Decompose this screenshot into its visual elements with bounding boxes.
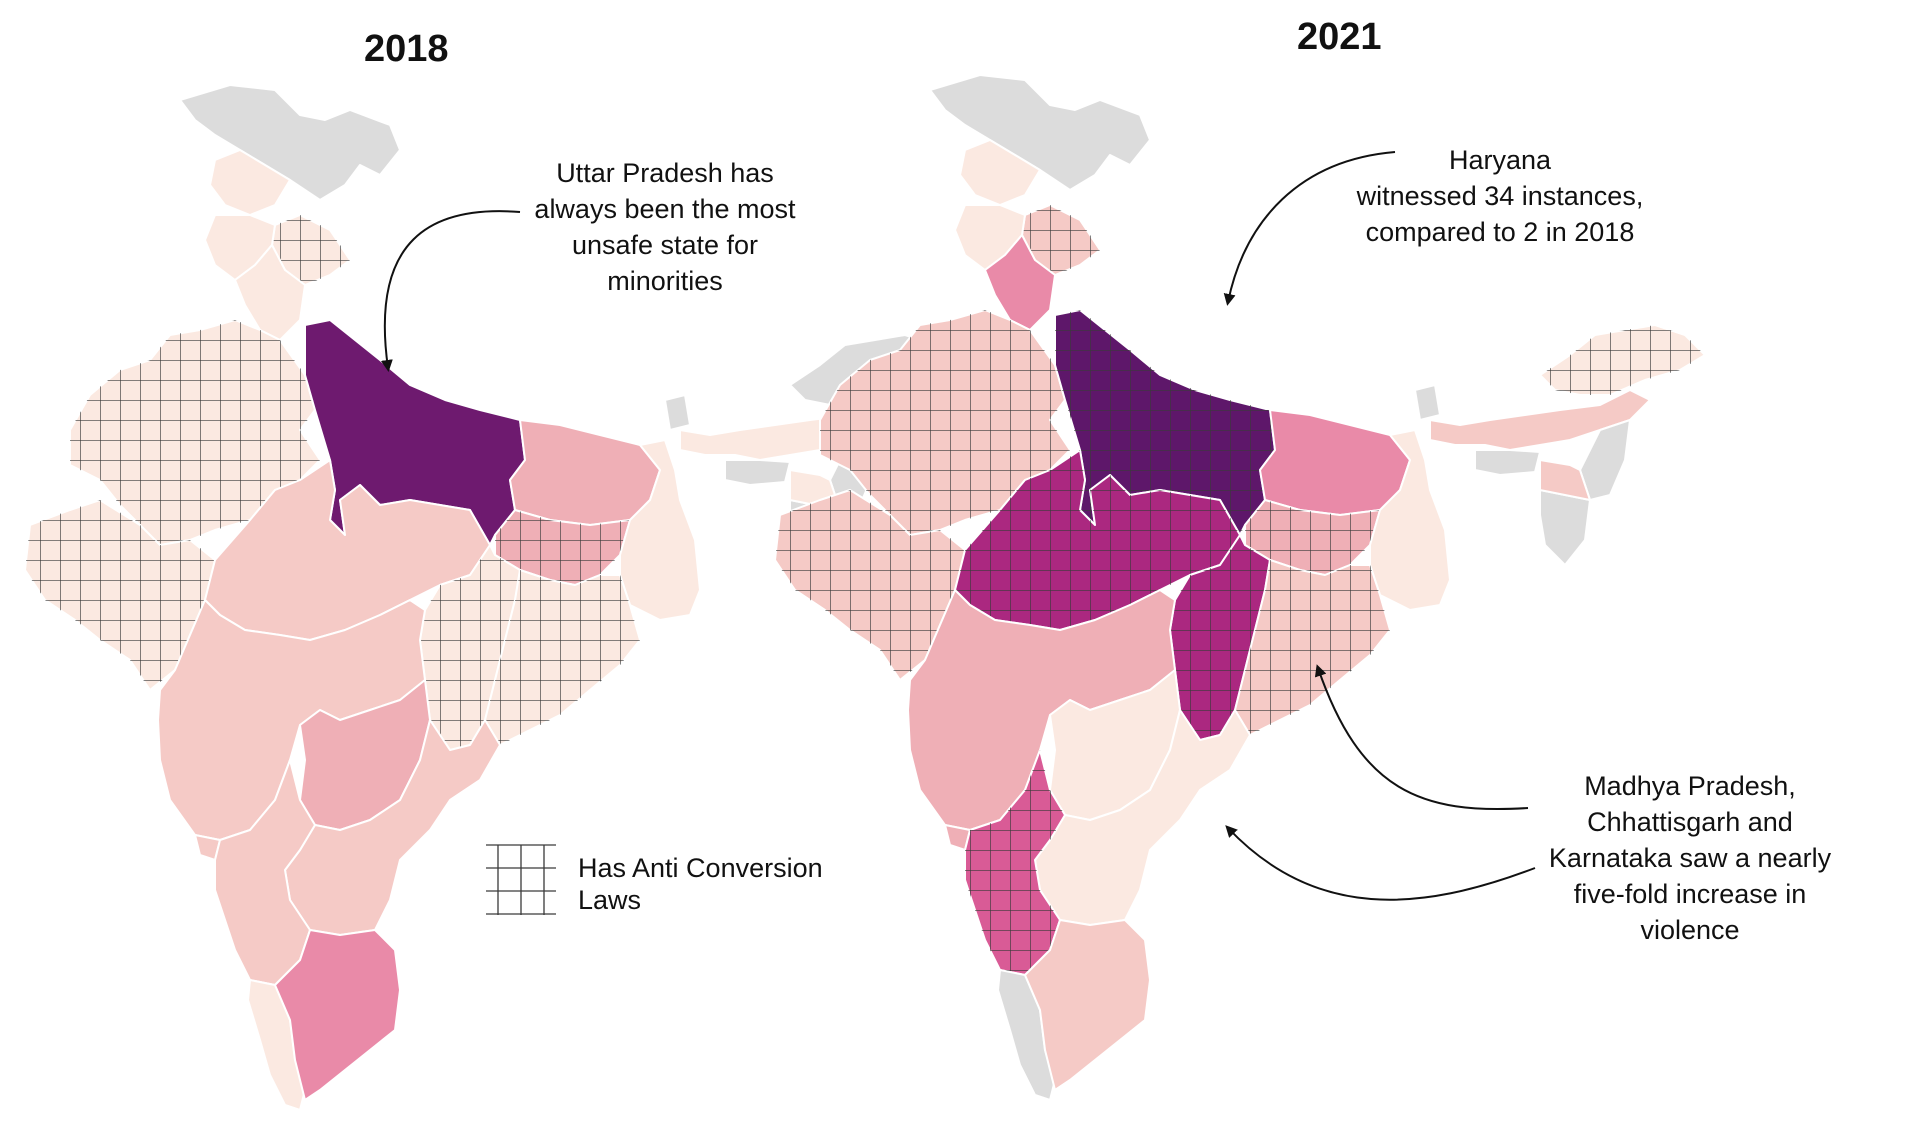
map-title-2018: 2018 [364, 28, 449, 70]
arrow-haryana [1223, 151, 1396, 306]
annotation-line: always been the most [534, 194, 796, 224]
hatch-overlay [965, 750, 1065, 975]
region-sikkim [1414, 384, 1441, 421]
arrow-karnataka [1225, 825, 1536, 901]
annotation-up: Uttar Pradesh has always been the most u… [505, 155, 825, 299]
hatch-overlay [820, 310, 1070, 535]
hatch-overlay [1540, 325, 1705, 395]
annotation-line: Haryana [1448, 145, 1552, 175]
legend-line: Laws [578, 885, 642, 915]
annotation-line: Madhya Pradesh, [1584, 771, 1796, 801]
region-west-bengal [619, 439, 701, 621]
region-haryana [984, 234, 1056, 331]
region-himachal [959, 139, 1041, 206]
annotation-line: witnessed 34 instances, [1356, 181, 1644, 211]
region-tripura-mizoram [1539, 489, 1591, 566]
region-tamil-nadu [1024, 919, 1151, 1091]
legend-label: Has Anti Conversion Laws [578, 852, 823, 916]
annotation-line: Karnataka saw a nearly [1548, 843, 1832, 873]
hatch-overlay [955, 450, 1240, 630]
region-sikkim [664, 394, 691, 431]
annotation-line: Chhattisgarh and [1587, 807, 1793, 837]
hatch-overlay [1170, 535, 1270, 740]
hatch-overlay [1055, 310, 1275, 535]
region-tripura [1539, 459, 1591, 501]
map-2021 [774, 74, 1706, 1101]
annotation-line: minorities [607, 266, 723, 296]
region-meghalaya [724, 459, 791, 486]
region-tamil-nadu [274, 929, 401, 1101]
annotation-line: five-fold increase in [1573, 879, 1807, 909]
region-bihar [509, 419, 661, 526]
region-karnataka [214, 759, 316, 986]
legend-line: Has Anti Conversion [578, 853, 823, 883]
hatch-overlay [775, 490, 965, 680]
region-haryana [234, 244, 306, 341]
hatch-overlay [272, 215, 350, 285]
region-jammu-kashmir [929, 74, 1151, 191]
hatch-overlay [485, 570, 640, 745]
region-himachal [209, 149, 291, 216]
region-meghalaya [1474, 449, 1541, 476]
hatch-overlay [25, 500, 215, 690]
annotation-line: unsafe state for [571, 230, 759, 260]
annotation-mp: Madhya Pradesh, Chhattisgarh and Karnata… [1520, 768, 1860, 948]
arrow-mp [1314, 664, 1529, 811]
hatch-overlay [70, 320, 320, 545]
region-bihar [1259, 409, 1411, 516]
legend-swatch [486, 844, 556, 915]
map-2018 [24, 84, 956, 1111]
map-title-2021: 2021 [1297, 16, 1382, 58]
annotation-haryana: Haryana witnessed 34 instances, compared… [1340, 142, 1660, 250]
hatch-overlay [420, 545, 520, 750]
region-jammu-kashmir [179, 84, 401, 201]
hatch-overlay [495, 510, 630, 585]
annotation-line: violence [1640, 915, 1740, 945]
hatch-overlay [1235, 560, 1390, 735]
annotation-line: compared to 2 in 2018 [1365, 217, 1635, 247]
arrow-up [380, 210, 521, 372]
annotation-line: Uttar Pradesh has [556, 158, 774, 188]
hatch-overlay [1022, 205, 1100, 275]
hatch-overlay [1245, 500, 1380, 575]
region-west-bengal [1369, 429, 1451, 611]
